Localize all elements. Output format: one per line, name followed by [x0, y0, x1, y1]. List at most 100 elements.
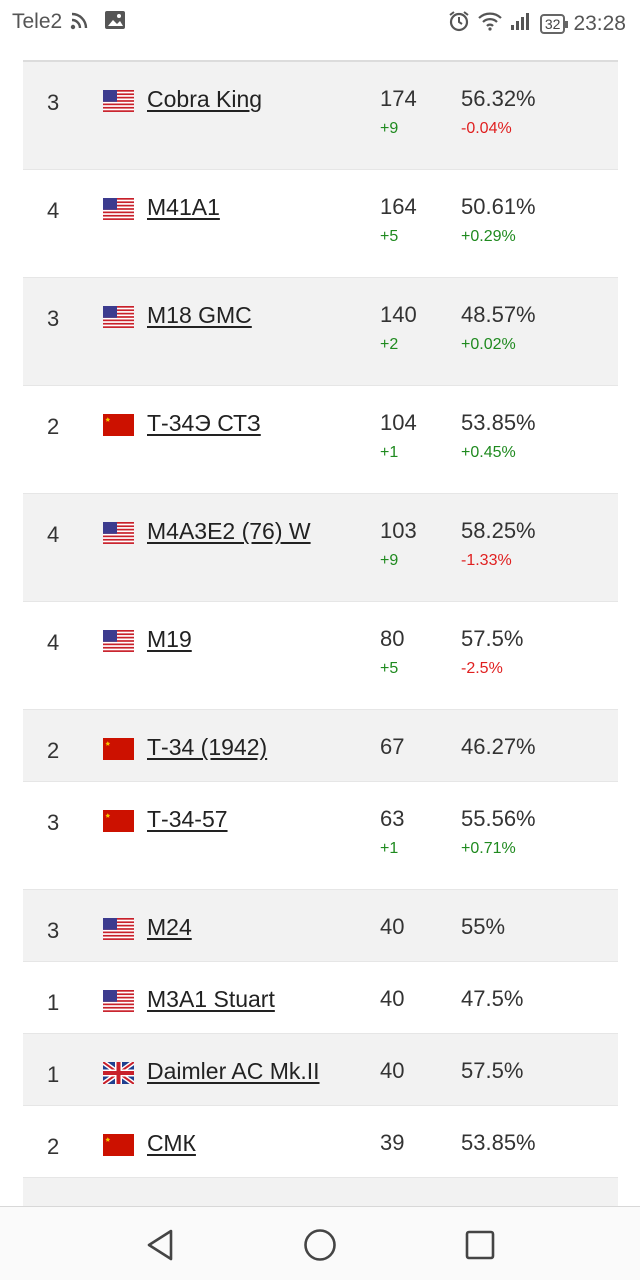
- table-row: 2 Т-34Э СТЗ 104 +1 53.85% +0.45%: [23, 386, 618, 494]
- vehicle-name-link[interactable]: M19: [147, 626, 192, 652]
- vehicle-name-link[interactable]: M4A3E2 (76) W: [147, 518, 311, 544]
- winrate-delta: +0.45%: [461, 444, 516, 461]
- battles-delta: +1: [380, 444, 399, 461]
- winrate-delta: -2.5%: [461, 660, 503, 677]
- vehicle-stats-table[interactable]: 3 Cobra King 174 +9 56.32% -0.04% 4 M41A1 164 +5 5…: [23, 60, 618, 1206]
- recents-square-icon: [465, 1230, 495, 1260]
- winrate-value: 55.56%: [461, 806, 536, 831]
- winrate-value: 56.32%: [461, 86, 536, 111]
- battles-delta: +1: [380, 840, 399, 857]
- us-flag-icon: [103, 630, 134, 652]
- table-row: 4 M19 80 +5 57.5% -2.5%: [23, 602, 618, 710]
- notification-icons: [70, 10, 126, 35]
- battles-count: 40: [380, 914, 405, 939]
- winrate-value: 50.61%: [461, 194, 536, 219]
- battles-count: 40: [380, 1058, 405, 1083]
- battles-count: 80: [380, 626, 405, 651]
- table-row: 1 M3A1 Stuart 40 47.5%: [23, 962, 618, 1034]
- tier-cell: 2: [47, 414, 60, 439]
- us-flag-icon: [103, 522, 134, 544]
- battles-delta: +5: [380, 660, 399, 677]
- table-row: 3 M18 GMC 140 +2 48.57% +0.02%: [23, 278, 618, 386]
- signal-icon: [510, 11, 532, 37]
- battles-count: 40: [380, 986, 405, 1011]
- winrate-delta: +0.02%: [461, 336, 516, 353]
- tier-cell: 3: [47, 810, 60, 835]
- table-row: 1 Daimler AC Mk.II 40 57.5%: [23, 1034, 618, 1106]
- tier-cell: 2: [47, 1134, 60, 1159]
- winrate-value: 53.85%: [461, 1130, 536, 1155]
- winrate-delta: +0.29%: [461, 228, 516, 245]
- battles-delta: +9: [380, 552, 399, 569]
- carrier-name: Tele2: [12, 10, 63, 33]
- vehicle-name-link[interactable]: M3A1 Stuart: [147, 986, 275, 1012]
- winrate-delta: -1.33%: [461, 552, 512, 569]
- us-flag-icon: [103, 990, 134, 1012]
- battles-count: 63: [380, 806, 405, 831]
- ussr-flag-icon: [103, 810, 134, 832]
- wifi-icon: [478, 11, 502, 37]
- battles-count: 174: [380, 86, 417, 111]
- cast-icon: [70, 10, 90, 35]
- battles-count: 67: [380, 734, 405, 759]
- us-flag-icon: [103, 306, 134, 328]
- ussr-flag-icon: [103, 1134, 134, 1156]
- tier-cell: 3: [47, 306, 60, 331]
- table-row: 3 M24 40 55%: [23, 890, 618, 962]
- winrate-value: 55%: [461, 914, 506, 939]
- us-flag-icon: [103, 918, 134, 940]
- clock: 23:28: [573, 12, 626, 35]
- tier-cell: 1: [47, 990, 60, 1015]
- battles-count: 164: [380, 194, 417, 219]
- winrate-value: 53.85%: [461, 410, 536, 435]
- home-button[interactable]: [300, 1225, 340, 1265]
- table-row: 4 M4A3E2 (76) W 103 +9 58.25% -1.33%: [23, 494, 618, 602]
- battles-count: 104: [380, 410, 417, 435]
- ussr-flag-icon: [103, 738, 134, 760]
- vehicle-name-link[interactable]: M18 GMC: [147, 302, 252, 328]
- tier-cell: 3: [47, 918, 60, 943]
- recents-button[interactable]: [460, 1225, 500, 1265]
- vehicle-name-link[interactable]: СМК: [147, 1130, 196, 1156]
- winrate-value: 47.5%: [461, 986, 524, 1011]
- tier-cell: 3: [47, 90, 60, 115]
- battles-delta: +9: [380, 120, 399, 137]
- winrate-delta: +0.71%: [461, 840, 516, 857]
- image-icon: [104, 10, 126, 35]
- battles-count: 35: [380, 1202, 404, 1206]
- winrate-delta: -0.04%: [461, 120, 512, 137]
- vehicle-name-link[interactable]: Cobra King: [147, 86, 263, 112]
- battles-delta: +2: [380, 336, 399, 353]
- table-row: 3M16 MGMC3551.43%: [23, 1178, 618, 1206]
- system-icons: 32 23:28: [448, 10, 626, 38]
- table-row: 3 Т-34-57 63 +1 55.56% +0.71%: [23, 782, 618, 890]
- tier-cell: 4: [47, 630, 60, 655]
- battles-count: 39: [380, 1130, 405, 1155]
- vehicle-name-link[interactable]: Т-34Э СТЗ: [147, 410, 261, 436]
- vehicle-name-link[interactable]: Т-34 (1942): [147, 734, 268, 760]
- winrate-value: 51.43%: [461, 1202, 536, 1206]
- battery-icon: 32: [539, 14, 568, 34]
- winrate-value: 57.5%: [461, 626, 524, 651]
- tier-cell: 4: [47, 522, 60, 547]
- winrate-value: 48.57%: [461, 302, 536, 327]
- battles-count: 103: [380, 518, 417, 543]
- tier-cell: 1: [47, 1062, 60, 1087]
- winrate-value: 46.27%: [461, 734, 536, 759]
- home-circle-icon: [304, 1229, 336, 1261]
- alarm-icon: [448, 10, 470, 38]
- battles-delta: +5: [380, 228, 399, 245]
- vehicle-name-link[interactable]: M24: [147, 914, 192, 940]
- winrate-value: 57.5%: [461, 1058, 524, 1083]
- vehicle-name-link[interactable]: Т-34-57: [147, 806, 228, 832]
- ussr-flag-icon: [103, 414, 134, 436]
- vehicle-name-link[interactable]: Daimler AC Mk.II: [147, 1058, 320, 1084]
- battles-count: 140: [380, 302, 417, 327]
- vehicle-name-link[interactable]: M41A1: [147, 194, 220, 220]
- winrate-value: 58.25%: [461, 518, 536, 543]
- uk-flag-icon: [101, 1059, 136, 1087]
- back-button[interactable]: [140, 1225, 180, 1265]
- vehicle-name-link[interactable]: M16 MGMC: [147, 1202, 271, 1206]
- navigation-bar: [0, 1206, 640, 1280]
- tier-cell: 2: [47, 738, 60, 763]
